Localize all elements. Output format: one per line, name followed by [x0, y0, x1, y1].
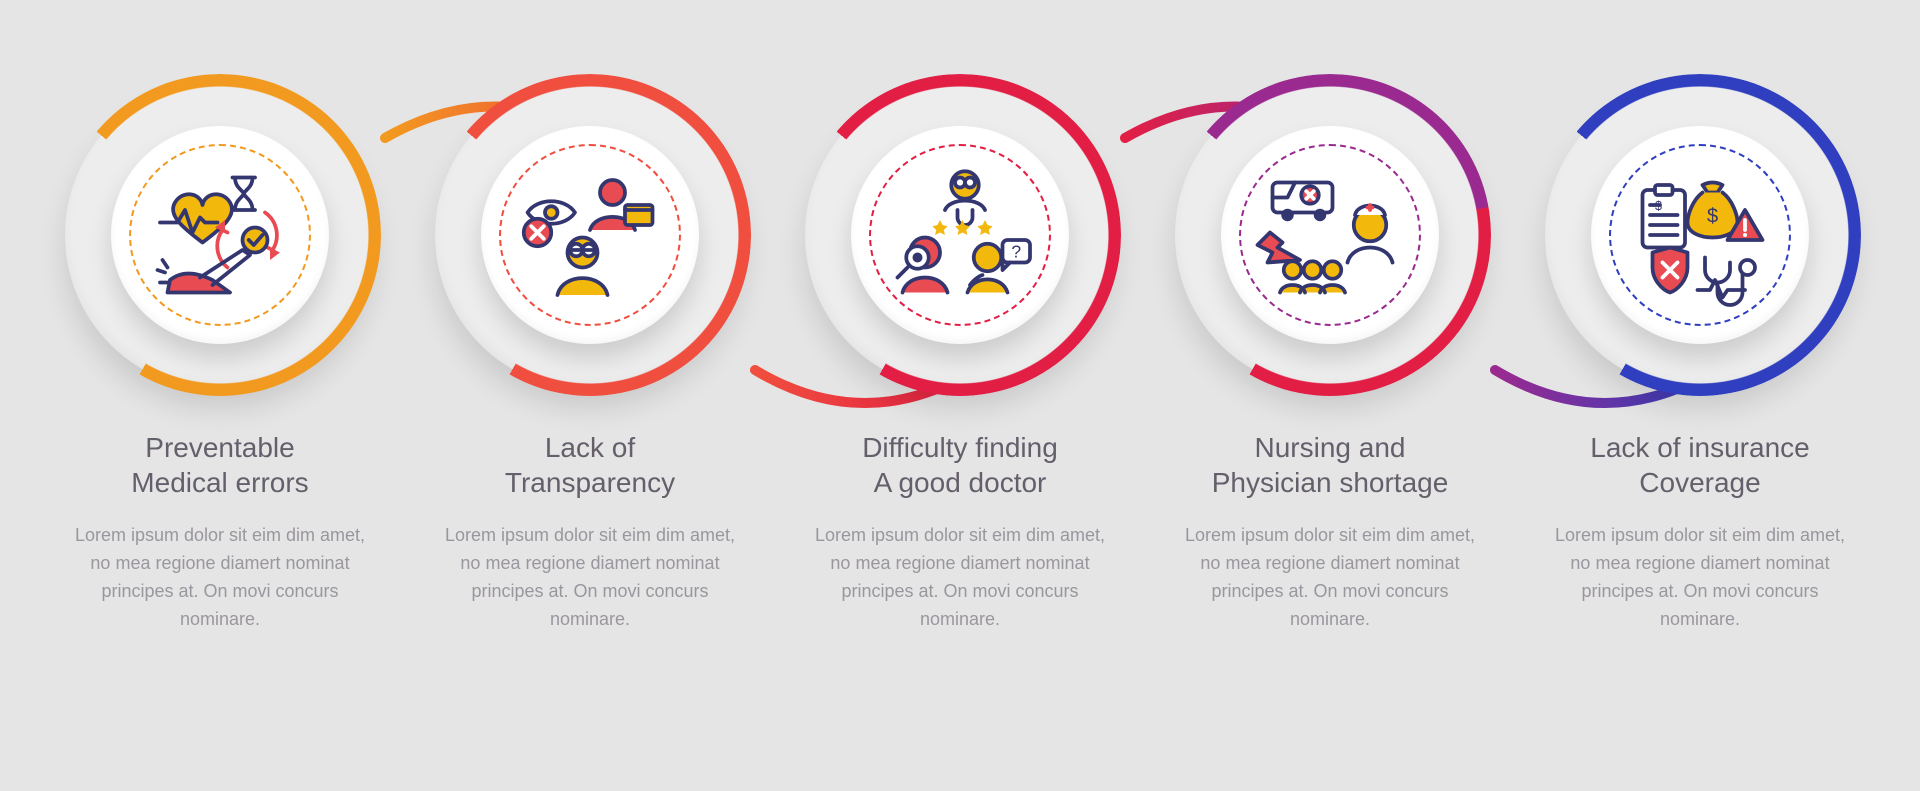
item-title: Lack of insurance Coverage [1590, 430, 1809, 500]
ring [435, 80, 745, 390]
inner-disc: $ $ [1591, 126, 1809, 344]
medical-errors-icon [145, 160, 295, 310]
ring: ? [805, 80, 1115, 390]
shortage-icon [1255, 160, 1405, 310]
item-body: Lorem ipsum dolor sit eim dim amet, no m… [805, 522, 1115, 634]
svg-text:$: $ [1655, 199, 1662, 213]
item-shortage: Nursing and Physician shortage Lorem ips… [1175, 80, 1485, 634]
insurance-icon: $ $ [1625, 160, 1775, 310]
item-find-doctor: ? Difficulty finding A good doctor Lorem… [805, 80, 1115, 634]
item-title: Nursing and Physician shortage [1212, 430, 1449, 500]
ring [1175, 80, 1485, 390]
item-insurance: $ $ [1545, 80, 1855, 634]
item-body: Lorem ipsum dolor sit eim dim amet, no m… [435, 522, 745, 634]
inner-disc [111, 126, 329, 344]
ring [65, 80, 375, 390]
find-doctor-icon: ? [885, 160, 1035, 310]
inner-disc [481, 126, 699, 344]
item-body: Lorem ipsum dolor sit eim dim amet, no m… [1175, 522, 1485, 634]
item-title: Lack of Transparency [505, 430, 675, 500]
item-title: Preventable Medical errors [131, 430, 308, 500]
item-title: Difficulty finding A good doctor [862, 430, 1058, 500]
ring: $ $ [1545, 80, 1855, 390]
svg-text:$: $ [1707, 206, 1718, 228]
item-transparency: Lack of Transparency Lorem ipsum dolor s… [435, 80, 745, 634]
inner-disc: ? [851, 126, 1069, 344]
svg-text:?: ? [1011, 242, 1021, 262]
items-row: Preventable Medical errors Lorem ipsum d… [0, 80, 1920, 634]
item-body: Lorem ipsum dolor sit eim dim amet, no m… [1545, 522, 1855, 634]
inner-disc [1221, 126, 1439, 344]
item-body: Lorem ipsum dolor sit eim dim amet, no m… [65, 522, 375, 634]
transparency-icon [515, 160, 665, 310]
infographic-stage: Preventable Medical errors Lorem ipsum d… [0, 0, 1920, 791]
item-medical-errors: Preventable Medical errors Lorem ipsum d… [65, 80, 375, 634]
